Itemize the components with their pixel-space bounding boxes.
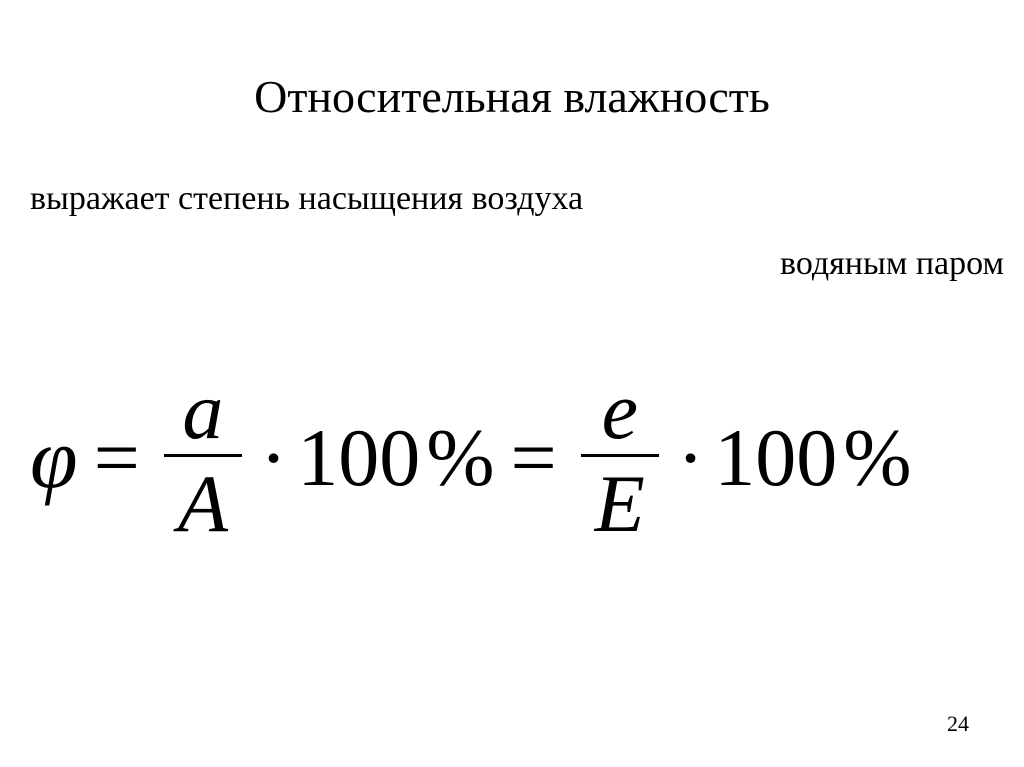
formula-percent-2: % (843, 411, 911, 505)
slide-title: Относительная влажность (0, 70, 1024, 123)
formula-frac1-den: A (164, 454, 242, 545)
page-number: 24 (947, 711, 969, 737)
formula-frac1-num: a (168, 370, 237, 454)
subtitle-line-2: водяным паром (780, 245, 1004, 283)
formula-percent-1: % (426, 411, 494, 505)
formula-dot-2: · (673, 411, 708, 505)
formula-hundred-1: 100 (297, 411, 420, 505)
formula-frac2-den: E (581, 454, 659, 545)
formula-fraction-2: e E (573, 370, 667, 545)
formula-phi: φ (30, 408, 78, 508)
formula-dot-1: · (256, 411, 291, 505)
formula: φ = a A · 100 % = e E · 100 % (30, 370, 994, 545)
slide: Относительная влажность выражает степень… (0, 0, 1024, 767)
formula-equals-2: = (501, 411, 567, 505)
formula-fraction-1: a A (156, 370, 250, 545)
formula-frac2-num: e (588, 370, 652, 454)
subtitle-line-1: выражает степень насыщения воздуха (30, 180, 583, 218)
formula-hundred-2: 100 (714, 411, 837, 505)
formula-equals-1: = (84, 411, 150, 505)
